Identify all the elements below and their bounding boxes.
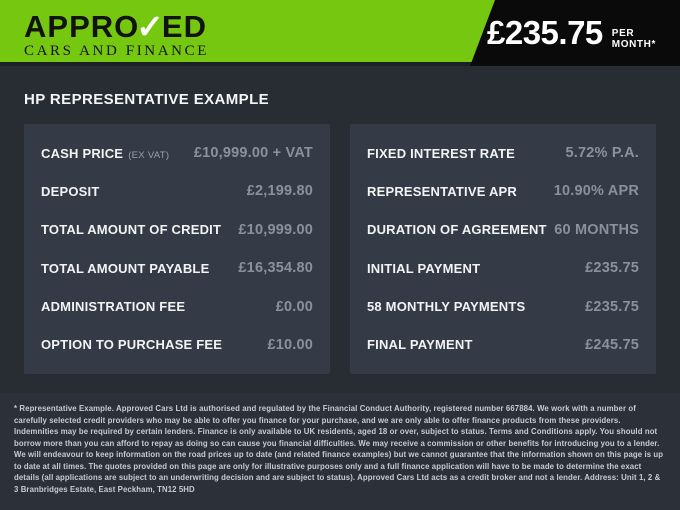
header-bar: APPRO✓ED CARS AND FINANCE £235.75 PER MO… (0, 0, 680, 66)
row-value: £16,354.80 (238, 260, 313, 277)
table-row: FINAL PAYMENT £245.75 (367, 337, 639, 353)
table-row: 58 MONTHLY PAYMENTS £235.75 (367, 299, 639, 315)
table-row: TOTAL AMOUNT OF CREDIT £10,999.00 (41, 222, 313, 238)
wordmark-end: ED (161, 9, 207, 44)
finance-panels: CASH PRICE (EX VAT) £10,999.00 + VAT DEPO… (24, 124, 656, 374)
legal-small-print: * Representative Example. Approved Cars … (14, 404, 664, 494)
main-section: HP REPRESENTATIVE EXAMPLE CASH PRICE (EX … (0, 91, 680, 374)
row-value: 60 MONTHS (554, 221, 639, 238)
price-badge: £235.75 PER MONTH* (470, 0, 680, 66)
row-value: £235.75 (585, 298, 639, 315)
row-value: £0.00 (275, 298, 313, 315)
row-label: INITIAL PAYMENT (367, 260, 481, 276)
row-label: CASH PRICE (EX VAT) (41, 145, 170, 161)
table-row: ADMINISTRATION FEE £0.00 (41, 299, 313, 315)
legal-footer: * Representative Example. Approved Cars … (0, 393, 680, 510)
row-value: £245.75 (585, 336, 639, 353)
row-value: 10.90% APR (553, 183, 639, 200)
section-title: HP REPRESENTATIVE EXAMPLE (24, 91, 270, 108)
check-icon: ✓ (136, 8, 165, 45)
brand-wordmark: APPRO✓ED (24, 8, 209, 45)
row-label: OPTION TO PURCHASE FEE (41, 337, 223, 353)
row-label: REPRESENTATIVE APR (367, 183, 517, 199)
row-label: TOTAL AMOUNT OF CREDIT (41, 222, 222, 238)
wordmark-start: APPRO (24, 9, 140, 44)
row-value: £235.75 (585, 260, 639, 277)
table-row: OPTION TO PURCHASE FEE £10.00 (41, 337, 313, 353)
row-label: DEPOSIT (41, 183, 100, 199)
brand-logo: APPRO✓ED CARS AND FINANCE (24, 9, 209, 59)
row-value: £2,199.80 (246, 183, 313, 200)
table-row: FIXED INTEREST RATE 5.72% P.A. (367, 145, 639, 161)
row-label: DURATION OF AGREEMENT (367, 222, 547, 238)
table-row: TOTAL AMOUNT PAYABLE £16,354.80 (41, 260, 313, 276)
table-row: DURATION OF AGREEMENT 60 MONTHS (367, 222, 639, 238)
row-note: (EX VAT) (128, 149, 170, 161)
row-label: ADMINISTRATION FEE (41, 299, 186, 315)
row-value: £10.00 (267, 336, 313, 353)
brand-subtitle: CARS AND FINANCE (24, 43, 209, 59)
row-value: £10,999.00 + VAT (193, 145, 313, 161)
finance-table-right: FIXED INTEREST RATE 5.72% P.A. REPRESENT… (350, 124, 656, 374)
row-label: FINAL PAYMENT (367, 337, 473, 353)
row-label: TOTAL AMOUNT PAYABLE (41, 260, 210, 276)
row-value: £10,999.00 (238, 221, 313, 238)
table-row: INITIAL PAYMENT £235.75 (367, 260, 639, 276)
table-row: CASH PRICE (EX VAT) £10,999.00 + VAT (41, 145, 313, 161)
row-value: 5.72% P.A. (565, 145, 639, 161)
table-row: REPRESENTATIVE APR 10.90% APR (367, 183, 639, 199)
row-label: 58 MONTHLY PAYMENTS (367, 299, 526, 315)
table-row: DEPOSIT £2,199.80 (41, 183, 313, 199)
price-amount: £235.75 (487, 14, 603, 51)
price-period: PER MONTH* (611, 28, 656, 50)
row-label: FIXED INTEREST RATE (367, 145, 516, 161)
finance-table-left: CASH PRICE (EX VAT) £10,999.00 + VAT DEPO… (24, 124, 330, 374)
